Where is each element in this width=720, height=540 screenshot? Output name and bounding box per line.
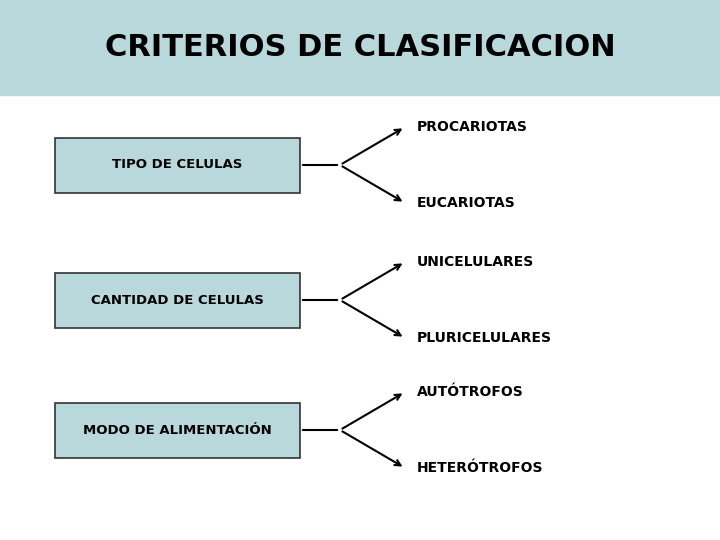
Bar xyxy=(55,402,300,457)
Text: HETERÓTROFOS: HETERÓTROFOS xyxy=(417,461,544,475)
Text: CRITERIOS DE CLASIFICACION: CRITERIOS DE CLASIFICACION xyxy=(104,33,616,62)
Text: UNICELULARES: UNICELULARES xyxy=(417,255,534,269)
Bar xyxy=(55,138,300,192)
Text: AUTÓTROFOS: AUTÓTROFOS xyxy=(417,385,523,399)
Text: PROCARIOTAS: PROCARIOTAS xyxy=(417,120,528,134)
Text: EUCARIOTAS: EUCARIOTAS xyxy=(417,196,516,210)
Bar xyxy=(0,0,720,95)
Text: TIPO DE CELULAS: TIPO DE CELULAS xyxy=(112,159,243,172)
Text: MODO DE ALIMENTACIÓN: MODO DE ALIMENTACIÓN xyxy=(83,423,272,436)
Bar xyxy=(55,273,300,327)
Text: CANTIDAD DE CELULAS: CANTIDAD DE CELULAS xyxy=(91,294,264,307)
Text: PLURICELULARES: PLURICELULARES xyxy=(417,331,552,345)
